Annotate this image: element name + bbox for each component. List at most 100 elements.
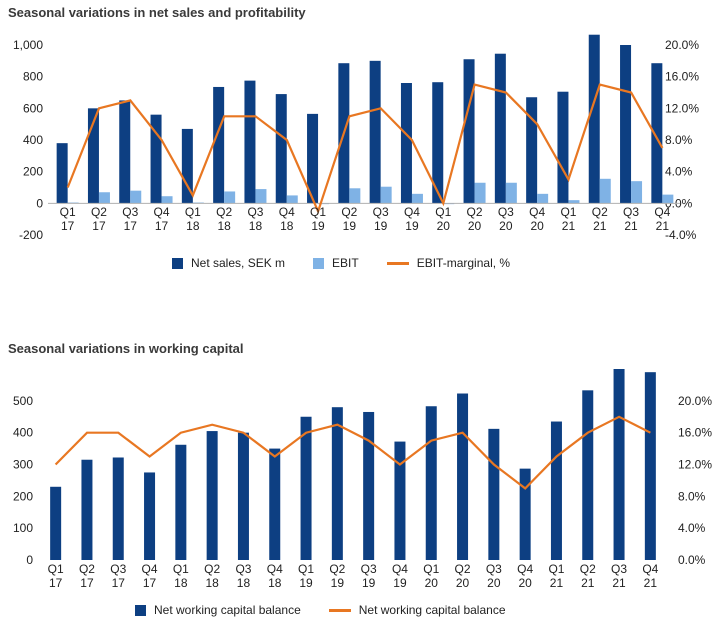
bar-net-sales-sek-m	[588, 34, 600, 204]
bar-ebit	[505, 182, 517, 204]
x-axis-tick-label: Q2	[467, 205, 483, 219]
x-axis-tick-label: Q2	[455, 562, 471, 576]
bar-ebit	[349, 188, 361, 204]
bar-net-sales-sek-m	[369, 60, 381, 204]
bar-net-working-capital-balance	[269, 448, 281, 560]
bar-ebit	[380, 186, 392, 204]
x-axis-tick-label: 18	[217, 219, 231, 233]
bar-net-working-capital-balance	[519, 468, 531, 560]
right-axis-tick-label: 4.0%	[665, 165, 693, 179]
bar-net-sales-sek-m	[275, 94, 287, 204]
legend-swatch-net-sales	[172, 257, 183, 269]
x-axis-tick-label: 18	[268, 576, 282, 590]
x-axis-tick-label: Q3	[623, 205, 639, 219]
x-axis-tick-label: Q1	[310, 205, 326, 219]
x-axis-tick-label: Q4	[392, 562, 408, 576]
x-axis-tick-label: 17	[112, 576, 126, 590]
x-axis-tick-label: 19	[331, 576, 345, 590]
x-axis-tick-label: Q2	[329, 562, 345, 576]
x-axis-tick-label: Q3	[247, 205, 263, 219]
x-axis-tick-label: 18	[174, 576, 188, 590]
bar-ebit	[599, 178, 611, 204]
bar-net-sales-sek-m	[557, 91, 569, 204]
bar-net-working-capital-balance	[112, 457, 124, 560]
bar-net-working-capital-balance	[363, 411, 375, 560]
bar-net-sales-sek-m	[620, 45, 632, 204]
right-axis-tick-label: 16.0%	[678, 426, 712, 440]
bar-net-working-capital-balance	[613, 369, 625, 560]
legend-label-nwc-line: Net working capital balance	[358, 603, 506, 617]
bar-ebit	[286, 195, 298, 204]
x-axis-tick-label: 21	[612, 576, 626, 590]
bar-ebit	[255, 189, 267, 204]
bar-net-working-capital-balance	[175, 444, 187, 560]
right-axis-tick-label: 0.0%	[678, 553, 706, 567]
chart-title-sales: Seasonal variations in net sales and pro…	[8, 5, 306, 20]
x-axis-tick-label: 20	[530, 219, 544, 233]
x-axis-tick-label: Q3	[361, 562, 377, 576]
x-axis-tick-label: 18	[280, 219, 294, 233]
legend-swatch-ebit	[313, 257, 325, 269]
bar-net-working-capital-balance	[425, 406, 437, 560]
x-axis-tick-label: 21	[644, 576, 658, 590]
x-axis-tick-label: Q1	[423, 562, 439, 576]
bar-ebit	[537, 193, 549, 204]
left-axis-tick-label: 0	[26, 553, 33, 567]
x-axis-tick-label: Q4	[529, 205, 545, 219]
x-axis-tick-label: 20	[499, 219, 513, 233]
bar-net-working-capital-balance	[488, 428, 500, 560]
left-axis-tick-label: 200	[23, 165, 43, 179]
line-series	[54, 415, 651, 490]
left-axis-tick-label: 200	[13, 489, 33, 503]
x-axis-tick-label: 20	[468, 219, 482, 233]
bar-net-working-capital-balance	[50, 486, 62, 560]
x-axis-tick-label: 18	[186, 219, 200, 233]
bar-ebit	[224, 191, 236, 204]
x-axis-tick-label: 21	[656, 219, 670, 233]
x-axis-tick-label: 19	[405, 219, 419, 233]
bar-net-working-capital-balance	[81, 459, 93, 560]
x-axis-tick-label: 18	[249, 219, 263, 233]
x-axis-tick-label: 20	[456, 576, 470, 590]
x-axis-tick-label: 20	[487, 576, 501, 590]
left-axis-tick-label: 0	[36, 196, 43, 210]
bar-net-working-capital-balance	[457, 393, 469, 560]
x-axis-tick-label: Q4	[279, 205, 295, 219]
x-axis-tick-label: Q3	[611, 562, 627, 576]
x-axis-tick-label: 20	[437, 219, 451, 233]
x-axis-tick-label: Q3	[110, 562, 126, 576]
x-axis-tick-label: Q1	[560, 205, 576, 219]
x-axis-tick-label: Q1	[298, 562, 314, 576]
right-axis-tick-label: 12.0%	[678, 458, 712, 472]
legend-swatch-nwc	[135, 604, 146, 616]
bar-net-working-capital-balance	[582, 390, 594, 560]
x-axis-tick-label: Q3	[235, 562, 251, 576]
bar-net-sales-sek-m	[181, 128, 193, 204]
bar-net-sales-sek-m	[150, 114, 162, 204]
x-axis-tick-label: Q4	[654, 205, 670, 219]
legend-line-ebit-margin	[386, 261, 409, 265]
bar-ebit	[411, 193, 423, 204]
x-axis-tick-label: Q4	[267, 562, 283, 576]
bar-net-working-capital-balance	[300, 416, 312, 560]
x-axis-tick-label: 21	[550, 576, 564, 590]
bar-ebit	[568, 200, 580, 204]
bar-net-working-capital-balance	[144, 472, 156, 560]
x-axis-tick-label: 20	[518, 576, 532, 590]
legend-label-nwc-bar: Net working capital balance	[154, 603, 301, 617]
legend-line-nwc	[328, 608, 351, 612]
right-axis-tick-label: 20.0%	[665, 38, 699, 52]
x-axis-tick-label: Q1	[48, 562, 64, 576]
x-axis-tick-label: 17	[124, 219, 138, 233]
left-axis-tick-label: 400	[23, 133, 43, 147]
right-axis-tick-label: 8.0%	[678, 489, 706, 503]
bar-ebit	[474, 182, 486, 204]
x-axis-tick-label: 18	[205, 576, 219, 590]
bar-net-sales-sek-m	[213, 86, 225, 204]
right-axis-tick-label: 8.0%	[665, 133, 693, 147]
left-axis-tick-label: 800	[23, 70, 43, 84]
right-axis-tick-label: 12.0%	[665, 101, 699, 115]
right-axis-tick-label: 16.0%	[665, 70, 699, 84]
bar-net-sales-sek-m	[400, 83, 412, 204]
x-axis-tick-label: Q2	[580, 562, 596, 576]
